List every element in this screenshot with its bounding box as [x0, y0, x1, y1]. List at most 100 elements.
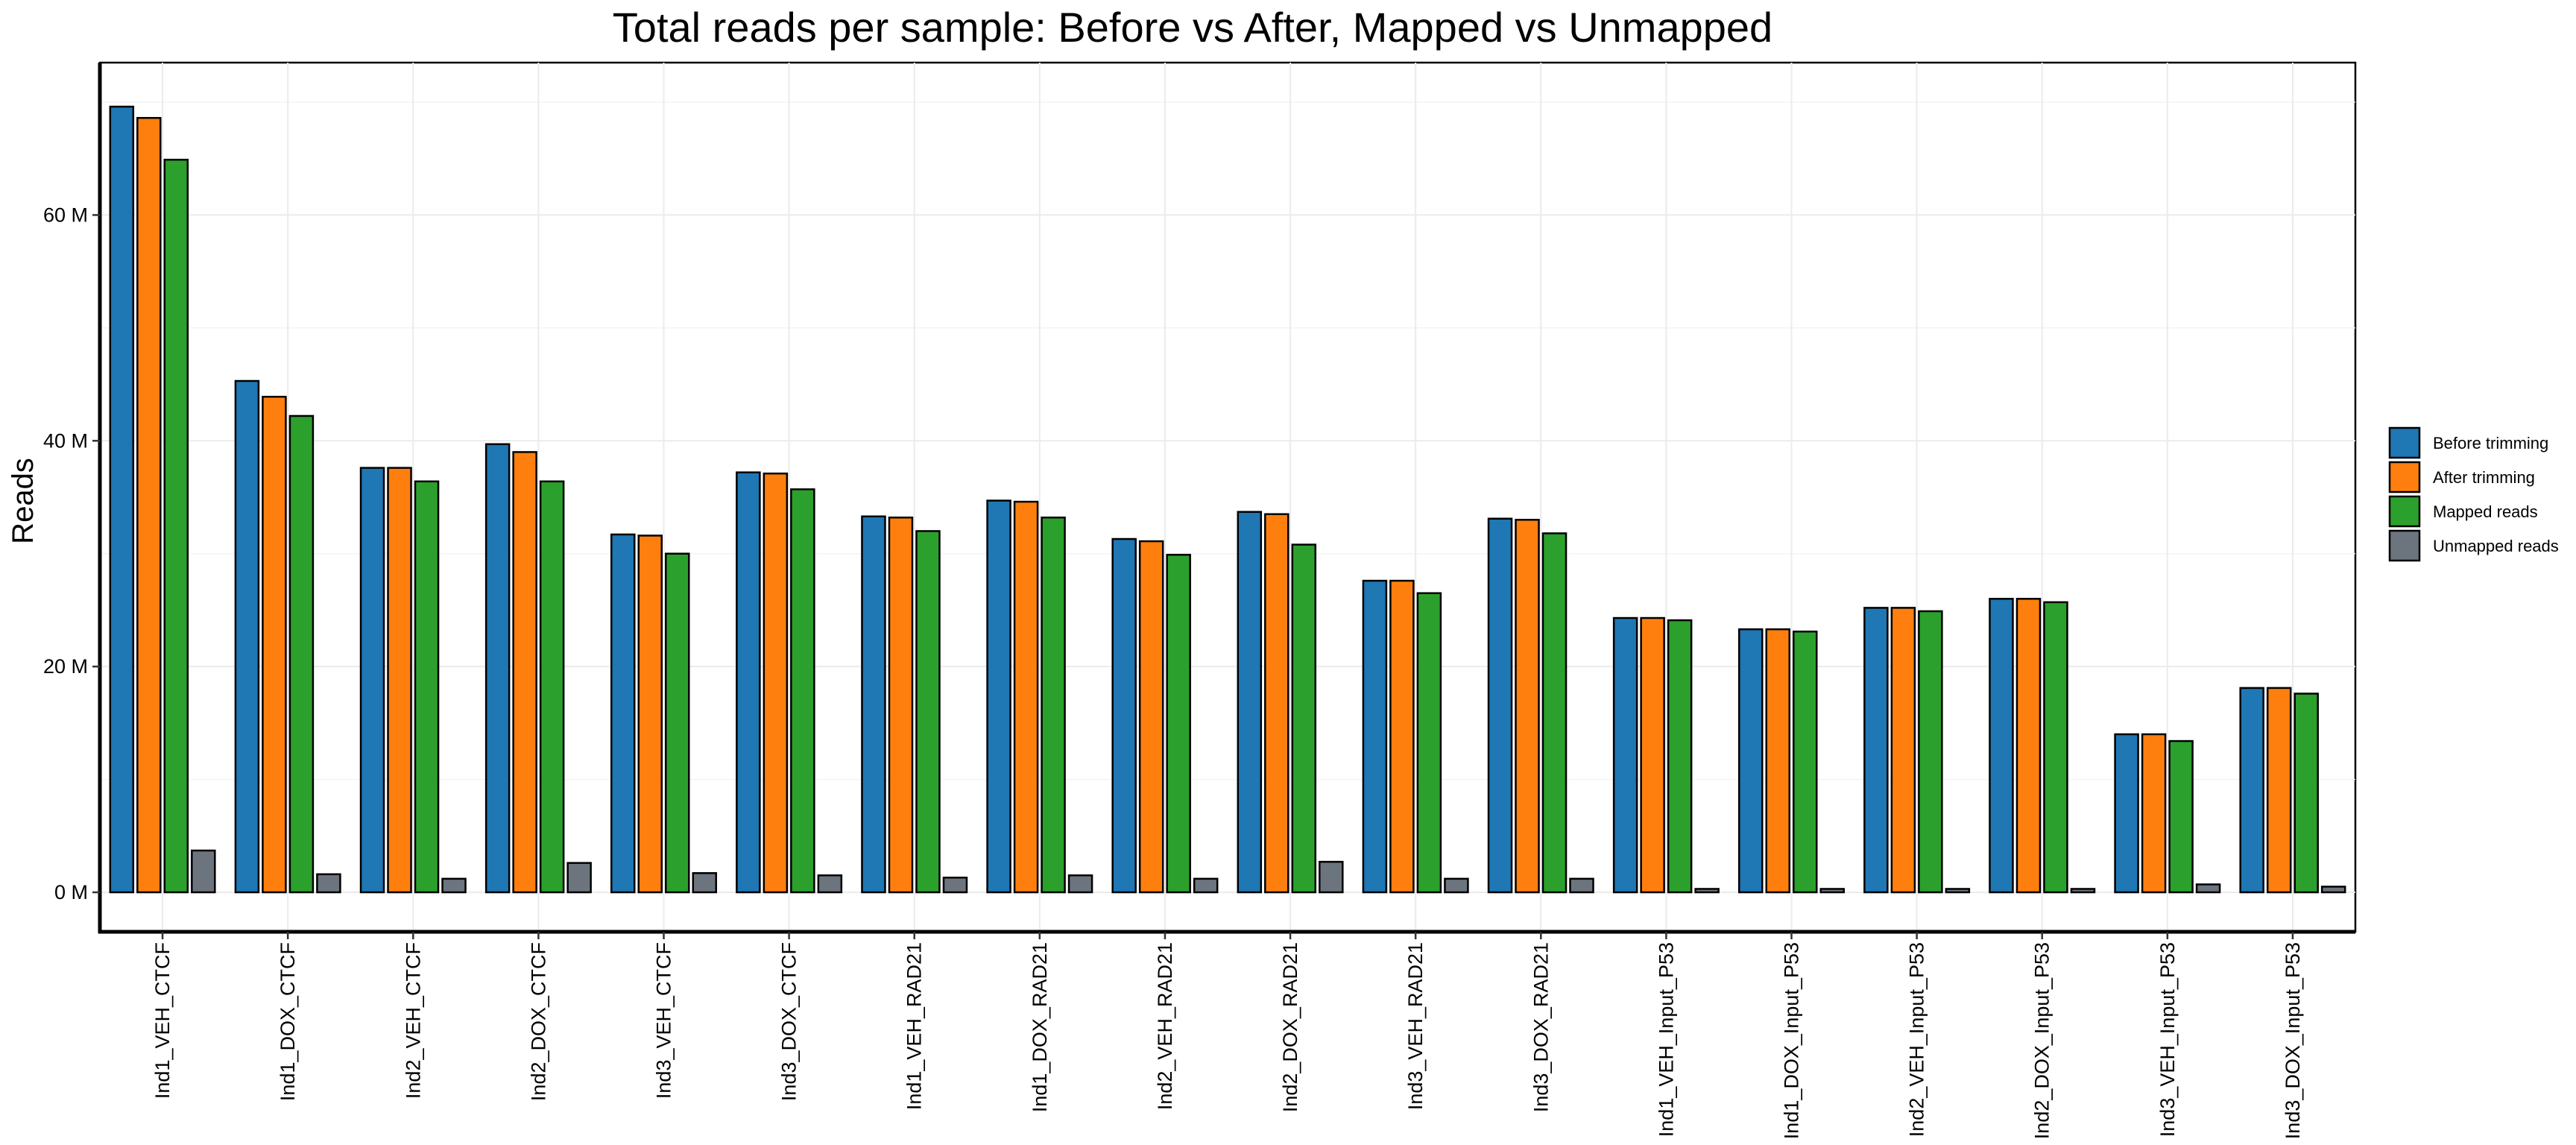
bar-1-Ind1_DOX_CTCF	[262, 395, 287, 894]
bar-2-Ind1_DOX_CTCF	[288, 414, 315, 894]
legend-key	[2388, 529, 2421, 562]
bar-3-Ind3_VEH_CTCF	[692, 872, 717, 894]
bar-3-Ind3_VEH_Input_P53	[2195, 883, 2221, 894]
bar-1-Ind2_VEH_RAD21	[1138, 540, 1164, 894]
bar-3-Ind1_DOX_Input_P53	[1819, 888, 1845, 894]
bar-1-Ind3_VEH_RAD21	[1389, 579, 1415, 894]
legend-label: Before trimming	[2433, 434, 2548, 452]
bar-1-Ind2_VEH_CTCF	[387, 467, 412, 894]
gridlines	[100, 63, 2355, 932]
bar-3-Ind2_VEH_CTCF	[441, 877, 467, 894]
legend-label: After trimming	[2433, 468, 2535, 487]
bar-1-Ind3_VEH_CTCF	[637, 534, 663, 894]
bar-1-Ind2_DOX_CTCF	[512, 451, 537, 894]
chart-title: Total reads per sample: Before vs After,…	[613, 4, 1772, 51]
bar-2-Ind2_DOX_Input_P53	[2043, 601, 2068, 894]
bar-0-Ind2_DOX_RAD21	[1237, 511, 1263, 894]
y-tick-label: 20 M	[43, 655, 88, 678]
bar-2-Ind2_VEH_RAD21	[1166, 553, 1191, 894]
x-tick-label: Ind3_VEH_RAD21	[1404, 942, 1427, 1110]
x-tick-label: Ind3_DOX_CTCF	[778, 942, 801, 1101]
legend-key	[2388, 426, 2421, 459]
plot-border	[98, 61, 2357, 933]
x-tick-label: Ind1_DOX_RAD21	[1029, 942, 1051, 1112]
bar-0-Ind3_VEH_RAD21	[1362, 579, 1388, 894]
bar-0-Ind2_VEH_Input_P53	[1863, 607, 1889, 894]
y-tick-label: 60 M	[43, 204, 88, 226]
x-tick-label: Ind1_VEH_Input_P53	[1655, 942, 1677, 1137]
bar-1-Ind1_DOX_RAD21	[1013, 500, 1039, 894]
bar-0-Ind3_DOX_CTCF	[736, 471, 761, 894]
x-tick-label: Ind3_VEH_CTCF	[653, 942, 675, 1099]
axes	[98, 63, 2355, 934]
y-axis-ticks: 0 M 20 M 40 M 60 M	[43, 204, 100, 903]
bar-1-Ind3_VEH_Input_P53	[2141, 733, 2167, 894]
bar-1-Ind2_DOX_RAD21	[1264, 513, 1289, 894]
legend-label: Mapped reads	[2433, 502, 2538, 521]
bar-0-Ind1_DOX_CTCF	[234, 379, 260, 894]
bar-0-Ind2_DOX_CTCF	[484, 443, 511, 894]
x-tick-label: Ind2_VEH_Input_P53	[1906, 942, 1928, 1137]
bar-0-Ind3_DOX_Input_P53	[2239, 687, 2264, 894]
x-tick-label: Ind2_DOX_RAD21	[1279, 942, 1301, 1112]
legend-label: Unmapped reads	[2433, 537, 2559, 555]
x-tick-label: Ind3_DOX_RAD21	[1530, 942, 1552, 1112]
x-tick-label: Ind2_DOX_Input_P53	[2031, 942, 2053, 1139]
bar-3-Ind1_DOX_RAD21	[1067, 874, 1093, 894]
bar-0-Ind2_DOX_Input_P53	[1989, 598, 2014, 894]
bar-3-Ind3_DOX_Input_P53	[2320, 886, 2346, 894]
bar-0-Ind3_VEH_CTCF	[610, 533, 636, 894]
x-tick-label: Ind2_VEH_RAD21	[1154, 942, 1176, 1110]
x-tick-label: Ind1_DOX_CTCF	[277, 942, 299, 1101]
x-tick-label: Ind1_DOX_Input_P53	[1781, 942, 1803, 1139]
x-tick-label: Ind2_VEH_CTCF	[402, 942, 424, 1099]
bar-2-Ind3_DOX_CTCF	[790, 488, 815, 894]
legend-key	[2388, 461, 2421, 493]
bar-1-Ind1_VEH_Input_P53	[1640, 616, 1665, 894]
bar-1-Ind1_VEH_RAD21	[888, 517, 914, 894]
bar-3-Ind1_VEH_Input_P53	[1694, 888, 1720, 894]
plot-panel	[98, 61, 2357, 933]
bar-1-Ind1_VEH_CTCF	[136, 116, 162, 894]
bar-1-Ind3_DOX_Input_P53	[2266, 687, 2292, 894]
bar-3-Ind2_DOX_CTCF	[566, 862, 592, 894]
bar-0-Ind1_DOX_Input_P53	[1738, 628, 1764, 894]
bar-2-Ind2_VEH_CTCF	[414, 480, 440, 894]
x-tick-label: Ind2_DOX_CTCF	[527, 942, 549, 1101]
bar-2-Ind1_DOX_Input_P53	[1793, 630, 1818, 894]
bar-2-Ind2_DOX_CTCF	[539, 480, 565, 894]
bar-3-Ind1_VEH_RAD21	[942, 877, 968, 894]
bar-2-Ind3_VEH_RAD21	[1416, 592, 1442, 894]
bar-2-Ind3_DOX_RAD21	[1541, 532, 1568, 894]
bar-3-Ind2_VEH_RAD21	[1193, 877, 1219, 894]
legend: Before trimming After trimming Mapped read…	[2388, 426, 2559, 562]
bar-0-Ind3_VEH_Input_P53	[2114, 733, 2139, 894]
x-tick-label: Ind1_VEH_RAD21	[903, 942, 926, 1110]
x-tick-label: Ind3_VEH_Input_P53	[2156, 942, 2179, 1137]
bar-3-Ind3_VEH_RAD21	[1444, 877, 1469, 894]
bar-3-Ind2_VEH_Input_P53	[1945, 888, 1971, 894]
bar-3-Ind1_DOX_CTCF	[316, 873, 341, 894]
x-axis-ticks: Ind1_VEH_CTCF Ind1_DOX_CTCF Ind2_VEH_CTCF I…	[151, 932, 2304, 1139]
bar-3-Ind3_DOX_RAD21	[1569, 877, 1594, 894]
bar-0-Ind1_DOX_RAD21	[986, 499, 1011, 894]
bar-1-Ind3_DOX_CTCF	[763, 472, 789, 894]
bar-1-Ind2_VEH_Input_P53	[1890, 607, 1916, 894]
x-tick-label: Ind3_DOX_Input_P53	[2282, 942, 2304, 1139]
bar-0-Ind2_VEH_CTCF	[359, 467, 385, 894]
bar-2-Ind2_VEH_Input_P53	[1918, 610, 1943, 894]
bars	[109, 105, 2346, 894]
y-tick-label: 40 M	[43, 429, 88, 452]
bar-1-Ind1_DOX_Input_P53	[1765, 628, 1790, 894]
y-tick-label: 0 M	[54, 881, 88, 903]
bar-3-Ind3_DOX_CTCF	[817, 874, 843, 894]
bar-0-Ind3_DOX_RAD21	[1487, 517, 1513, 894]
bar-2-Ind1_VEH_RAD21	[915, 530, 941, 894]
bar-0-Ind1_VEH_Input_P53	[1612, 616, 1638, 894]
bar-2-Ind1_VEH_CTCF	[163, 158, 189, 894]
bar-0-Ind2_VEH_RAD21	[1111, 537, 1137, 894]
bar-0-Ind1_VEH_RAD21	[861, 515, 886, 894]
bar-1-Ind2_DOX_Input_P53	[2015, 598, 2042, 894]
bar-3-Ind2_DOX_Input_P53	[2070, 888, 2096, 894]
